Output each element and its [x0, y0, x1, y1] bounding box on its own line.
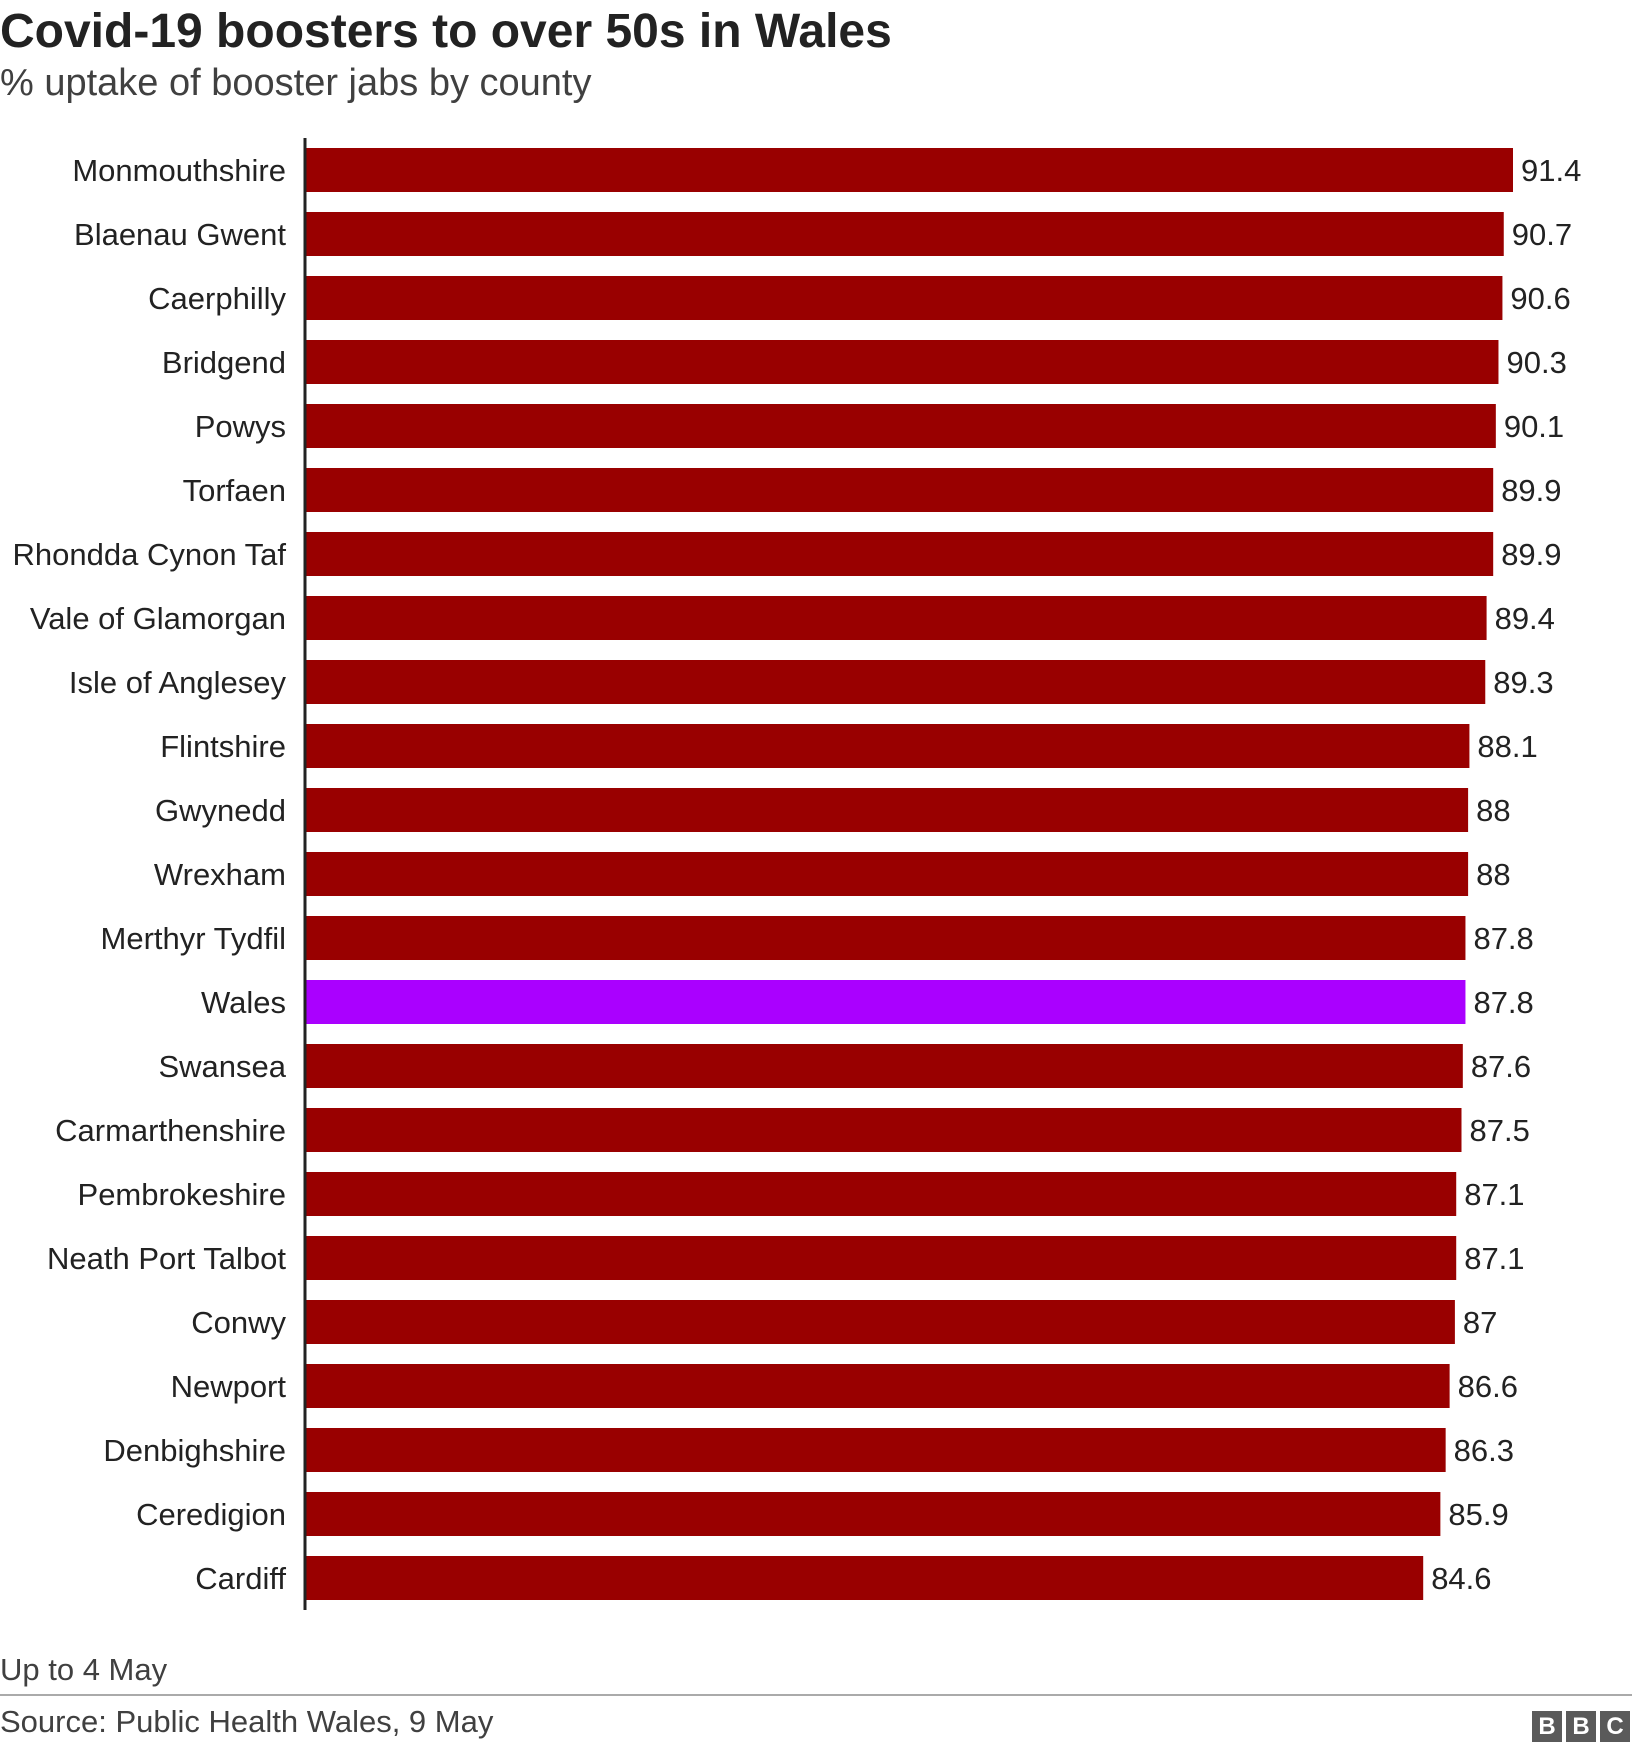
bar-highlight — [306, 980, 1466, 1024]
bar — [306, 916, 1466, 960]
bar — [306, 532, 1494, 576]
bar — [306, 1556, 1424, 1600]
chart-subtitle: % uptake of booster jabs by county — [0, 62, 592, 104]
category-label: Powys — [195, 409, 286, 444]
bar — [306, 148, 1513, 192]
bbc-logo-letter: B — [1566, 1711, 1596, 1742]
value-label: 90.1 — [1504, 409, 1564, 444]
value-label: 88 — [1476, 857, 1510, 892]
category-label: Blaenau Gwent — [74, 217, 286, 252]
category-label: Swansea — [158, 1049, 286, 1084]
bar — [306, 788, 1469, 832]
value-label: 87.6 — [1471, 1049, 1531, 1084]
category-label: Isle of Anglesey — [69, 665, 287, 700]
bar — [306, 660, 1486, 704]
value-label: 87.5 — [1469, 1113, 1529, 1148]
category-label: Ceredigion — [136, 1497, 286, 1532]
footer-divider — [0, 1694, 1632, 1696]
category-label: Rhondda Cynon Taf — [13, 537, 287, 572]
bar — [306, 1236, 1457, 1280]
value-label: 91.4 — [1521, 153, 1581, 188]
value-label: 89.4 — [1495, 601, 1555, 636]
category-label: Monmouthshire — [72, 153, 286, 188]
bar — [306, 1300, 1455, 1344]
category-label: Vale of Glamorgan — [30, 601, 286, 636]
category-label: Wrexham — [154, 857, 286, 892]
category-label: Conwy — [191, 1305, 286, 1340]
category-label: Merthyr Tydfil — [101, 921, 286, 956]
value-label: 87.8 — [1473, 921, 1533, 956]
bar — [306, 1108, 1462, 1152]
bar — [306, 1044, 1463, 1088]
bar — [306, 1492, 1441, 1536]
value-label: 89.9 — [1501, 537, 1561, 572]
category-label: Carmarthenshire — [55, 1113, 286, 1148]
category-label: Gwynedd — [155, 793, 286, 828]
value-label: 90.3 — [1506, 345, 1566, 380]
value-label: 89.9 — [1501, 473, 1561, 508]
category-label: Wales — [201, 985, 286, 1020]
bar — [306, 596, 1487, 640]
date-note: Up to 4 May — [0, 1652, 168, 1687]
bbc-logo-letter: B — [1532, 1711, 1562, 1742]
value-label: 87.8 — [1473, 985, 1533, 1020]
category-label: Flintshire — [160, 729, 286, 764]
category-label: Caerphilly — [148, 281, 286, 316]
value-label: 87.1 — [1464, 1177, 1524, 1212]
category-label: Denbighshire — [103, 1433, 286, 1468]
bbc-logo-letter: C — [1600, 1711, 1630, 1742]
value-label: 86.3 — [1454, 1433, 1514, 1468]
value-label: 88.1 — [1477, 729, 1537, 764]
value-label: 84.6 — [1431, 1561, 1491, 1596]
value-label: 90.7 — [1512, 217, 1572, 252]
bar — [306, 340, 1499, 384]
value-label: 87.1 — [1464, 1241, 1524, 1276]
bar — [306, 1172, 1457, 1216]
bar — [306, 724, 1470, 768]
category-label: Pembrokeshire — [78, 1177, 286, 1212]
bar — [306, 276, 1503, 320]
chart-title: Covid-19 boosters to over 50s in Wales — [0, 5, 892, 58]
bbc-logo: B B C — [1532, 1711, 1630, 1742]
value-label: 89.3 — [1493, 665, 1553, 700]
value-label: 87 — [1463, 1305, 1497, 1340]
bar — [306, 852, 1469, 896]
value-label: 86.6 — [1458, 1369, 1518, 1404]
value-label: 88 — [1476, 793, 1510, 828]
bar — [306, 404, 1496, 448]
category-label: Newport — [171, 1369, 287, 1404]
category-label: Cardiff — [195, 1561, 286, 1596]
category-label: Torfaen — [183, 473, 286, 508]
bar — [306, 1364, 1450, 1408]
bar — [306, 468, 1494, 512]
category-label: Bridgend — [162, 345, 286, 380]
value-label: 90.6 — [1510, 281, 1570, 316]
value-label: 85.9 — [1448, 1497, 1508, 1532]
bar-chart: Monmouthshire 91.4 Blaenau Gwent 90.7 Caerph… — [13, 138, 1581, 1610]
bar — [306, 1428, 1446, 1472]
source-credit: Source: Public Health Wales, 9 May — [0, 1704, 494, 1739]
category-label: Neath Port Talbot — [47, 1241, 286, 1276]
bar — [306, 212, 1504, 256]
